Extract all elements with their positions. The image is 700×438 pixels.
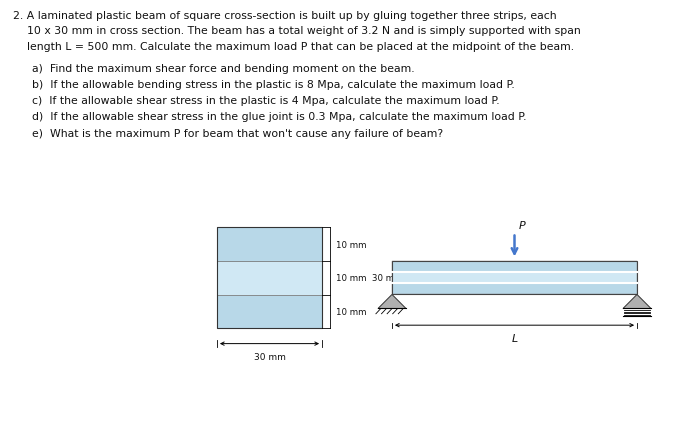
Text: c)  If the allowable shear stress in the plastic is 4 Mpa, calculate the maximum: c) If the allowable shear stress in the … [32, 96, 499, 106]
Text: d)  If the allowable shear stress in the glue joint is 0.3 Mpa, calculate the ma: d) If the allowable shear stress in the … [32, 112, 526, 122]
Bar [217, 261, 322, 295]
Text: a)  Find the maximum shear force and bending moment on the beam.: a) Find the maximum shear force and bend… [32, 64, 414, 74]
Text: length L = 500 mm. Calculate the maximum load P that can be placed at the midpoi: length L = 500 mm. Calculate the maximum… [13, 42, 574, 52]
Text: L: L [512, 333, 517, 343]
Text: 30 mm: 30 mm [253, 352, 286, 361]
Text: b)  If the allowable bending stress in the plastic is 8 Mpa, calculate the maxim: b) If the allowable bending stress in th… [32, 80, 514, 90]
Bar [392, 284, 637, 295]
Text: 10 mm  30 mm: 10 mm 30 mm [336, 274, 402, 283]
Text: 10 mm: 10 mm [336, 240, 367, 249]
Text: 10 x 30 mm in cross section. The beam has a total weight of 3.2 N and is simply : 10 x 30 mm in cross section. The beam ha… [13, 26, 580, 36]
Text: P: P [519, 221, 526, 231]
Bar [217, 295, 322, 328]
Bar [392, 272, 637, 284]
Text: 10 mm: 10 mm [336, 307, 367, 316]
Text: e)  What is the maximum P for beam that won't cause any failure of beam?: e) What is the maximum P for beam that w… [32, 128, 442, 138]
Polygon shape [378, 295, 406, 309]
Bar [392, 261, 637, 295]
Bar [392, 261, 637, 272]
Polygon shape [623, 295, 651, 309]
Text: 2. A laminated plastic beam of square cross-section is built up by gluing togeth: 2. A laminated plastic beam of square cr… [13, 11, 556, 21]
Bar [217, 228, 322, 328]
Bar [217, 228, 322, 261]
